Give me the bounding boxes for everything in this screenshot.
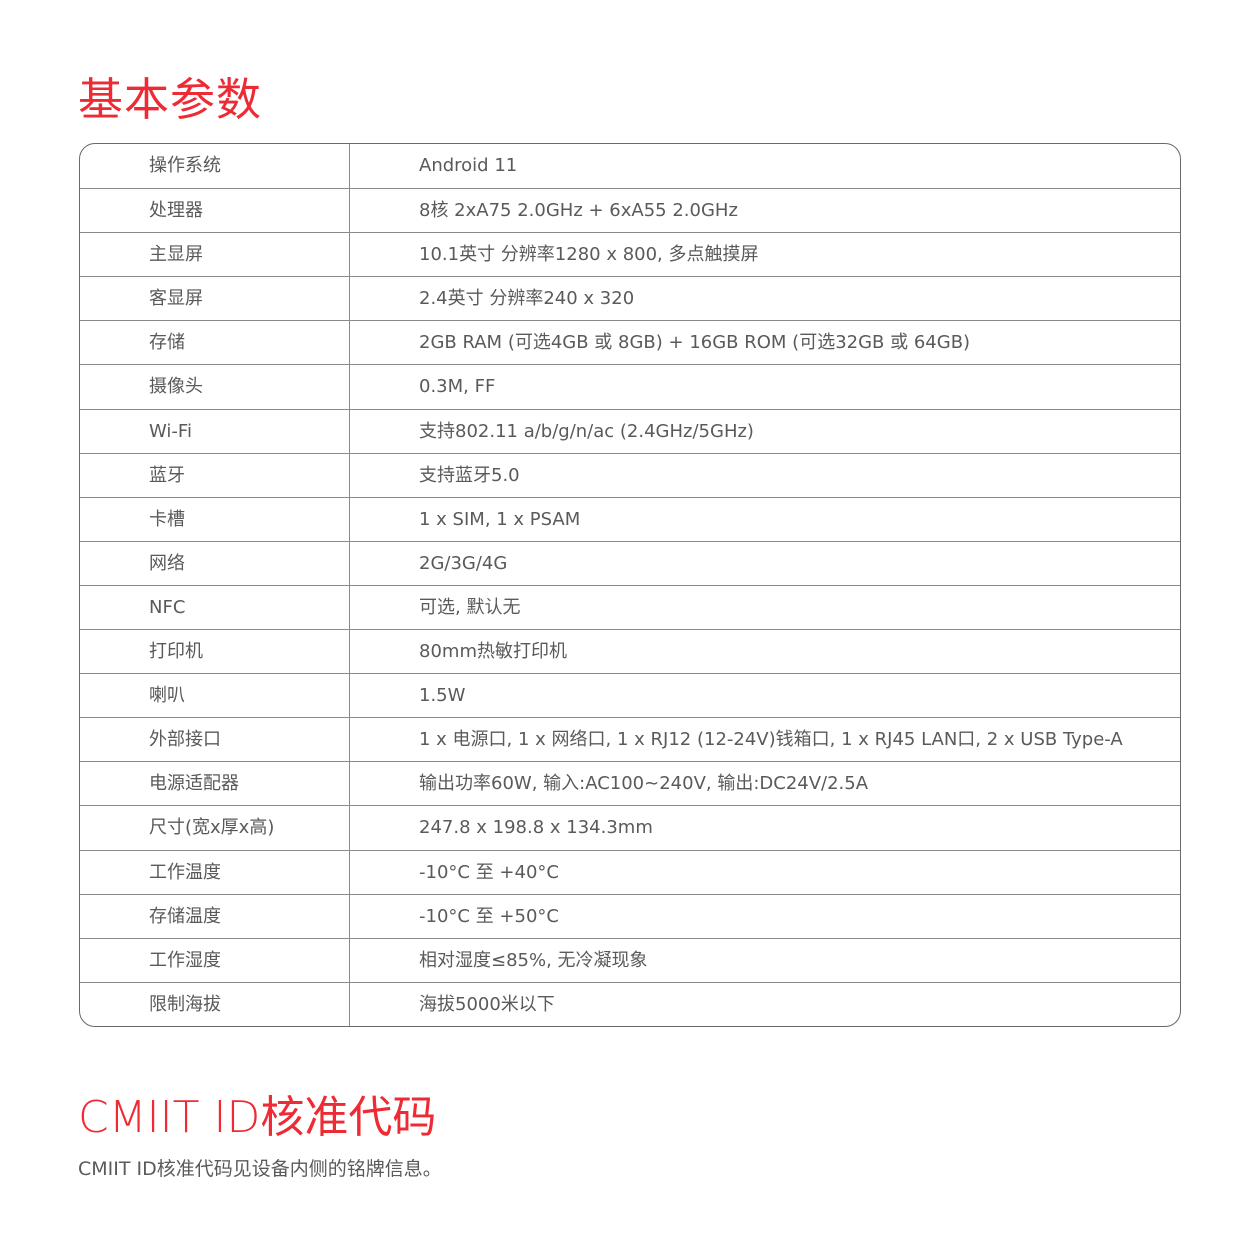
spec-value: 10.1英寸 分辨率1280 x 800, 多点触摸屏 [419, 244, 759, 266]
spec-value: 输出功率60W, 输入:AC100~240V, 输出:DC24V/2.5A [419, 773, 869, 795]
table-row: 存储 2GB RAM (可选4GB 或 8GB) + 16GB ROM (可选32… [80, 320, 1180, 365]
spec-label: 存储 [80, 321, 350, 365]
table-row: 摄像头 0.3M, FF [80, 364, 1180, 409]
spec-label: 客显屏 [80, 277, 350, 321]
table-row: 卡槽 1 x SIM, 1 x PSAM [80, 496, 1180, 541]
spec-label: 打印机 [80, 630, 350, 674]
table-row: 喇叭 1.5W [80, 673, 1180, 718]
spec-label: 限制海拔 [80, 982, 350, 1026]
spec-label: Wi-Fi [80, 409, 350, 453]
spec-label: 主显屏 [80, 233, 350, 277]
spec-value: 海拔5000米以下 [419, 993, 555, 1015]
spec-label: 尺寸(宽x厚x高) [80, 806, 350, 850]
table-row: 处理器 8核 2xA75 2.0GHz + 6xA55 2.0GHz [80, 188, 1180, 233]
spec-label: 网络 [80, 541, 350, 585]
table-row: 工作湿度 相对湿度≤85%, 无冷凝现象 [80, 937, 1180, 982]
spec-value: 支持蓝牙5.0 [419, 464, 520, 486]
table-row: 限制海拔 海拔5000米以下 [80, 981, 1180, 1026]
spec-label: 蓝牙 [80, 453, 350, 497]
spec-label: 工作湿度 [80, 938, 350, 982]
table-row: 客显屏 2.4英寸 分辨率240 x 320 [80, 276, 1180, 321]
spec-value: 2G/3G/4G [419, 552, 508, 574]
spec-label: 喇叭 [80, 674, 350, 718]
spec-value: Android 11 [419, 155, 518, 176]
spec-value: 支持802.11 a/b/g/n/ac (2.4GHz/5GHz) [419, 420, 754, 442]
spec-label: 外部接口 [80, 718, 350, 762]
spec-value: 相对湿度≤85%, 无冷凝现象 [419, 949, 648, 971]
spec-value: 8核 2xA75 2.0GHz + 6xA55 2.0GHz [419, 200, 738, 222]
spec-value: 1 x 电源口, 1 x 网络口, 1 x RJ12 (12-24V)钱箱口, … [419, 729, 1123, 751]
table-row: 网络 2G/3G/4G [80, 540, 1180, 585]
spec-value: 247.8 x 198.8 x 134.3mm [419, 817, 653, 839]
spec-value: -10°C 至 +40°C [419, 861, 559, 883]
spec-table: 操作系统 Android 11 处理器 8核 2xA75 2.0GHz + 6xA55… [79, 143, 1181, 1027]
spec-value: 可选, 默认无 [419, 596, 521, 618]
spec-value: -10°C 至 +50°C [419, 905, 559, 927]
spec-label: 操作系统 [80, 144, 350, 189]
table-row: 操作系统 Android 11 [80, 144, 1180, 189]
spec-label: 工作温度 [80, 850, 350, 894]
table-row: 外部接口 1 x 电源口, 1 x 网络口, 1 x RJ12 (12-24V)钱… [80, 717, 1180, 762]
spec-value: 0.3M, FF [419, 376, 496, 398]
spec-value: 1.5W [419, 685, 466, 707]
table-row: NFC 可选, 默认无 [80, 584, 1180, 630]
table-row: 蓝牙 支持蓝牙5.0 [80, 452, 1180, 497]
spec-value: 2.4英寸 分辨率240 x 320 [419, 288, 635, 310]
table-row: 主显屏 10.1英寸 分辨率1280 x 800, 多点触摸屏 [80, 232, 1180, 277]
table-row: 尺寸(宽x厚x高) 247.8 x 198.8 x 134.3mm [80, 805, 1180, 850]
table-row: 存储温度 -10°C 至 +50°C [80, 893, 1180, 938]
section-title-basic-params: 基本参数 [78, 73, 263, 126]
spec-label: NFC [80, 585, 350, 630]
spec-value: 2GB RAM (可选4GB 或 8GB) + 16GB ROM (可选32GB… [419, 332, 971, 354]
spec-label: 摄像头 [80, 365, 350, 409]
table-row: 电源适配器 输出功率60W, 输入:AC100~240V, 输出:DC24V/2.… [80, 761, 1180, 806]
section-title-cmiit: CMIIT ID核准代码 [78, 1092, 437, 1143]
cmiit-note: CMIIT ID核准代码见设备内侧的铭牌信息。 [78, 1158, 442, 1180]
spec-value: 1 x SIM, 1 x PSAM [419, 508, 581, 530]
spec-label: 卡槽 [80, 497, 350, 541]
spec-label: 存储温度 [80, 894, 350, 938]
spec-label: 电源适配器 [80, 762, 350, 806]
spec-value: 80mm热敏打印机 [419, 641, 567, 663]
table-row: Wi-Fi 支持802.11 a/b/g/n/ac (2.4GHz/5GHz) [80, 408, 1180, 453]
table-row: 打印机 80mm热敏打印机 [80, 629, 1180, 674]
table-row: 工作温度 -10°C 至 +40°C [80, 849, 1180, 894]
spec-label: 处理器 [80, 189, 350, 233]
